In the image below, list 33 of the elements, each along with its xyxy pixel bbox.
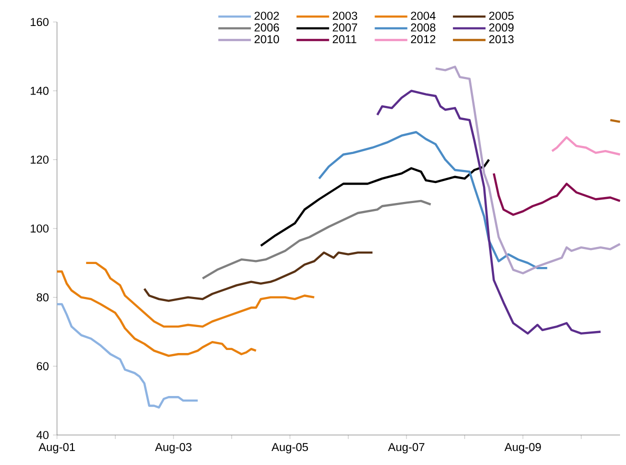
- legend-label: 2004: [410, 12, 436, 20]
- legend-label: 2007: [332, 23, 358, 32]
- line-series: [56, 270, 258, 357]
- line-series: [434, 66, 622, 274]
- y-tick-label: 60: [36, 362, 49, 370]
- y-tick-label: 140: [30, 86, 49, 95]
- x-tick-label: Aug-03: [155, 443, 192, 454]
- legend-label: 2003: [332, 12, 358, 20]
- y-tick-label: 80: [36, 293, 49, 302]
- line-series: [376, 90, 602, 335]
- line-series: [260, 158, 490, 247]
- x-tick-label: Aug-07: [388, 443, 424, 454]
- legend-label: 2002: [254, 12, 279, 20]
- legend-label: 2008: [410, 23, 436, 32]
- legend-label: 2009: [489, 23, 514, 32]
- x-tick-label: Aug-09: [504, 443, 541, 454]
- y-tick-label: 160: [30, 18, 49, 26]
- legend-label: 2011: [332, 35, 356, 44]
- line-series: [550, 136, 622, 156]
- legend-label: 2006: [254, 23, 279, 32]
- x-tick-label: Aug-01: [38, 443, 75, 454]
- legend-label: 2013: [489, 35, 514, 44]
- line-series: [202, 200, 432, 280]
- x-tick-label: Aug-05: [272, 443, 308, 454]
- line-series: [56, 303, 199, 409]
- y-tick-label: 100: [30, 224, 49, 233]
- y-tick-label: 40: [36, 430, 49, 440]
- legend-label: 2010: [254, 35, 280, 44]
- legend-label: 2012: [410, 35, 436, 44]
- legend-label: 2005: [489, 12, 514, 20]
- line-series: [318, 131, 548, 270]
- y-tick-label: 120: [30, 156, 49, 164]
- line-series: [143, 251, 374, 302]
